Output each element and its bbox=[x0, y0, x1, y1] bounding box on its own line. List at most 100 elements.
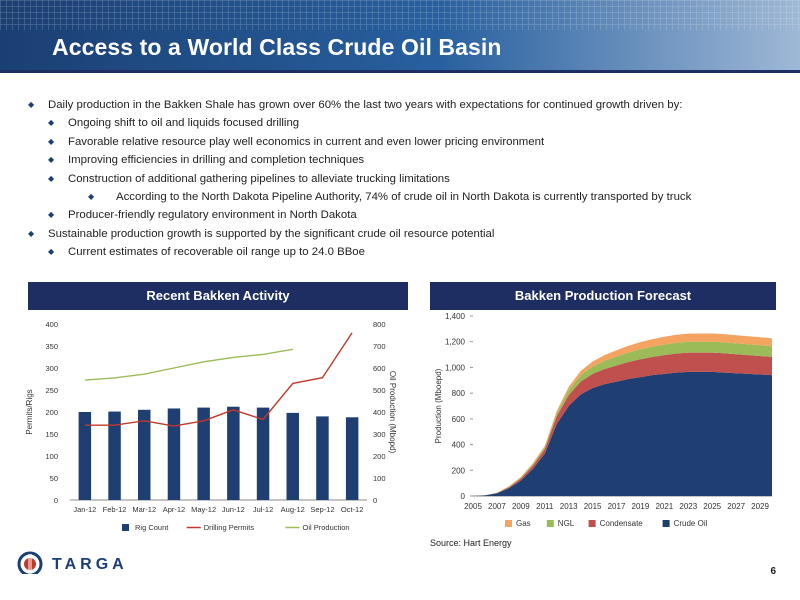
x-tick-label: 2013 bbox=[560, 502, 578, 511]
x-tick-label: May-12 bbox=[191, 505, 216, 514]
legend-swatch bbox=[122, 524, 129, 531]
y-tick-label: 50 bbox=[50, 474, 58, 483]
y-tick-label: 250 bbox=[45, 386, 58, 395]
bullet-text: Sustainable production growth is support… bbox=[48, 227, 495, 240]
y-tick-label: 400 bbox=[45, 320, 58, 329]
bullet-text: According to the North Dakota Pipeline A… bbox=[116, 190, 692, 203]
diamond-bullet-icon: ◆ bbox=[28, 100, 35, 109]
slide-title: Access to a World Class Crude Oil Basin bbox=[52, 34, 502, 60]
y2-tick-label: 600 bbox=[373, 364, 386, 373]
legend-label: Oil Production bbox=[303, 523, 350, 532]
diamond-bullet-icon: ◆ bbox=[88, 191, 95, 201]
y-tick-label: 400 bbox=[452, 441, 466, 450]
bullet-item: ◆ Construction of additional gathering pi… bbox=[28, 170, 788, 188]
header-underline bbox=[0, 70, 800, 73]
logo-wordmark: TARGA bbox=[52, 556, 128, 573]
x-tick-label: 2017 bbox=[608, 502, 626, 511]
x-tick-label: 2029 bbox=[751, 502, 769, 511]
bullet-item: ◆ Current estimates of recoverable oil ra… bbox=[28, 243, 788, 261]
y-tick-label: 800 bbox=[452, 389, 466, 398]
y2-tick-label: 300 bbox=[373, 430, 386, 439]
bullet-list: ◆ Daily production in the Bakken Shale ha… bbox=[28, 96, 788, 262]
right-panel-title: Bakken Production Forecast bbox=[430, 282, 776, 310]
y2-tick-label: 200 bbox=[373, 452, 386, 461]
legend-label: Gas bbox=[516, 519, 531, 528]
x-tick-label: 2021 bbox=[655, 502, 673, 511]
x-tick-label: Mar-12 bbox=[132, 505, 156, 514]
x-tick-label: 2005 bbox=[464, 502, 482, 511]
diamond-bullet-icon: ◆ bbox=[48, 210, 55, 220]
legend-swatch bbox=[505, 520, 512, 527]
diamond-bullet-icon: ◆ bbox=[28, 228, 35, 238]
bullet-item: ◆ Sustainable production growth is suppor… bbox=[28, 225, 788, 243]
x-tick-label: 2009 bbox=[512, 502, 530, 511]
drilling-permits-line bbox=[84, 332, 353, 427]
rig-count-bar bbox=[108, 411, 121, 500]
x-tick-label: 2023 bbox=[679, 502, 697, 511]
x-tick-label: Apr-12 bbox=[163, 505, 186, 514]
y-tick-label: 0 bbox=[461, 492, 466, 501]
y-tick-label: 200 bbox=[45, 408, 58, 417]
x-tick-label: 2027 bbox=[727, 502, 745, 511]
bullet-item: ◆ Ongoing shift to oil and liquids focuse… bbox=[28, 114, 788, 132]
bullet-text: Improving efficiencies in drilling and c… bbox=[68, 154, 365, 167]
x-tick-label: Jul-12 bbox=[253, 505, 273, 514]
legend-swatch bbox=[546, 520, 554, 527]
x-tick-label: 2015 bbox=[584, 502, 602, 511]
y2-tick-label: 0 bbox=[373, 496, 377, 505]
bullet-item: ◆ Improving efficiencies in drilling and … bbox=[28, 151, 788, 169]
x-tick-label: Sep-12 bbox=[310, 505, 334, 514]
y-axis-label: Permits/Rigs bbox=[25, 389, 34, 434]
rig-count-bar bbox=[138, 409, 151, 500]
legend-label: NGL bbox=[558, 519, 575, 528]
rig-count-bar bbox=[227, 406, 240, 500]
y-tick-label: 350 bbox=[45, 342, 58, 351]
diamond-bullet-icon: ◆ bbox=[48, 136, 55, 146]
oil-production-line bbox=[84, 348, 293, 381]
page-number: 6 bbox=[770, 566, 776, 577]
rig-count-bar bbox=[78, 412, 92, 500]
x-tick-label: Oct-12 bbox=[341, 505, 364, 514]
legend-swatch bbox=[588, 520, 596, 527]
x-tick-label: Feb-12 bbox=[103, 505, 127, 514]
targa-logo-icon bbox=[17, 551, 43, 574]
legend-label: Rig Count bbox=[135, 523, 169, 532]
y-tick-label: 1,400 bbox=[445, 312, 466, 321]
legend-label: Crude Oil bbox=[674, 519, 708, 528]
legend-label: Condensate bbox=[600, 519, 644, 528]
rig-count-bar bbox=[286, 412, 299, 500]
x-tick-label: Jun-12 bbox=[222, 505, 245, 514]
x-tick-label: Jan-12 bbox=[73, 505, 96, 514]
x-tick-label: 2019 bbox=[632, 502, 650, 511]
rig-count-bar bbox=[197, 407, 210, 500]
bullet-text: Producer-friendly regulatory environment… bbox=[68, 209, 357, 222]
y2-tick-label: 700 bbox=[373, 342, 386, 351]
source-note: Source: Hart Energy bbox=[430, 538, 512, 548]
bullet-item: ◆ Favorable relative resource play well e… bbox=[28, 133, 788, 151]
bullet-text: Current estimates of recoverable oil ran… bbox=[68, 246, 365, 259]
recent-bakken-activity-chart: 0 50 100 150 200 250 300 350 400 0 100 200 300 400 500… bbox=[25, 320, 397, 532]
rig-count-bar bbox=[345, 417, 359, 500]
bullet-item: ◆ According to the North Dakota Pipeline … bbox=[28, 188, 788, 206]
x-tick-label: 2011 bbox=[536, 502, 554, 511]
diamond-bullet-icon: ◆ bbox=[48, 118, 55, 128]
diamond-bullet-icon: ◆ bbox=[48, 247, 55, 257]
bullet-item: ◆ Daily production in the Bakken Shale ha… bbox=[28, 96, 788, 114]
y-axis-label: Production (Mboepd) bbox=[434, 368, 443, 443]
x-tick-label: Aug-12 bbox=[281, 505, 305, 514]
y-tick-label: 150 bbox=[45, 430, 58, 439]
bullet-item: ◆ Producer-friendly regulatory environmen… bbox=[28, 206, 788, 224]
bullet-text: Construction of additional gathering pip… bbox=[68, 172, 450, 185]
y-tick-label: 1,200 bbox=[445, 338, 466, 347]
x-tick-label: 2007 bbox=[488, 502, 506, 511]
y-tick-label: 600 bbox=[452, 415, 466, 424]
bullet-text: Daily production in the Bakken Shale has… bbox=[48, 99, 683, 111]
rig-count-bar bbox=[167, 408, 181, 500]
x-tick-label: 2025 bbox=[703, 502, 721, 511]
y2-tick-label: 800 bbox=[373, 320, 386, 329]
y2-axis-label: Oil Production (Mbopd) bbox=[388, 371, 397, 454]
y-tick-label: 100 bbox=[45, 452, 58, 461]
condensate-area bbox=[473, 352, 772, 496]
header-texture bbox=[0, 0, 800, 30]
crude-oil-area bbox=[473, 371, 772, 496]
